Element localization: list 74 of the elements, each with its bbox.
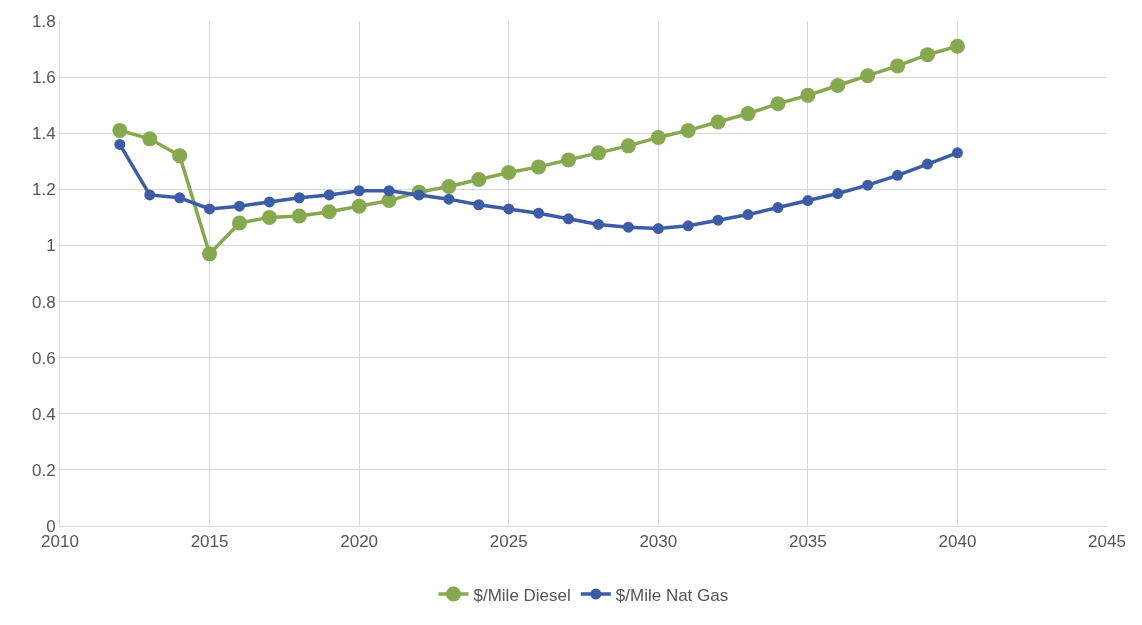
point <box>590 145 606 161</box>
point <box>563 213 575 225</box>
y-tick-label: 1.4 <box>31 124 56 144</box>
point <box>321 204 337 220</box>
y-tick-label: 0.8 <box>31 292 56 312</box>
y-tick-label: 0.4 <box>31 404 56 424</box>
x-tick-label: 2015 <box>190 532 229 552</box>
point <box>413 189 425 201</box>
point <box>682 220 694 232</box>
point <box>680 122 696 138</box>
x-tick-label: 2030 <box>639 532 678 552</box>
point <box>951 147 963 159</box>
point <box>232 215 247 231</box>
point <box>233 200 245 212</box>
point <box>533 207 545 219</box>
point <box>172 148 188 164</box>
point <box>353 185 365 197</box>
y-tick-label: 1 <box>46 236 56 256</box>
point <box>772 202 784 214</box>
point <box>892 169 904 181</box>
point <box>740 106 756 122</box>
x-tick-label: 2045 <box>1088 532 1126 552</box>
point <box>922 158 934 170</box>
point <box>770 96 786 112</box>
y-tick-label: 0.2 <box>31 460 56 480</box>
point <box>261 209 277 225</box>
point <box>114 138 126 150</box>
point <box>471 172 487 187</box>
point <box>204 203 216 215</box>
point <box>503 203 515 215</box>
point <box>710 114 726 130</box>
point <box>473 199 485 211</box>
point <box>860 68 876 84</box>
x-tick-label: 2020 <box>340 532 379 552</box>
point <box>501 165 517 180</box>
point <box>291 208 307 224</box>
point <box>174 192 186 204</box>
point <box>650 129 666 145</box>
point <box>830 78 846 94</box>
point <box>202 246 218 262</box>
x-tick-label: 2035 <box>788 532 827 552</box>
point <box>862 179 874 191</box>
point <box>652 223 664 235</box>
point <box>142 131 158 147</box>
point <box>920 47 936 63</box>
y-tick-label: 0.6 <box>31 348 56 368</box>
point <box>351 198 367 214</box>
point <box>592 218 604 230</box>
legend-label: $/Mile Diesel <box>473 585 571 605</box>
point <box>622 221 634 233</box>
y-tick-label: 1.6 <box>31 68 56 88</box>
point <box>832 188 844 200</box>
point <box>443 193 455 205</box>
x-tick-label: 2040 <box>938 532 977 552</box>
y-tick-label: 1.8 <box>31 11 56 31</box>
point <box>112 122 128 138</box>
point <box>620 138 636 154</box>
point <box>802 195 814 207</box>
point <box>800 87 816 103</box>
point <box>949 38 965 54</box>
x-tick-label: 2025 <box>489 532 528 552</box>
point <box>263 196 275 208</box>
point <box>742 209 754 221</box>
y-tick-label: 1.2 <box>31 180 56 200</box>
point <box>890 58 906 74</box>
point <box>531 159 547 175</box>
point <box>441 179 457 195</box>
point <box>383 185 395 197</box>
point <box>293 192 305 204</box>
point <box>712 214 724 226</box>
legend-label: $/Mile Nat Gas <box>615 585 729 605</box>
point <box>323 189 335 201</box>
point <box>144 189 156 201</box>
point <box>561 152 577 168</box>
